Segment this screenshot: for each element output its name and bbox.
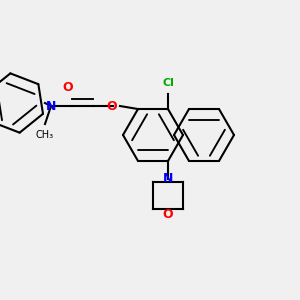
Text: Cl: Cl [162,78,174,88]
Text: O: O [106,100,117,112]
Text: N: N [163,172,173,185]
Text: O: O [62,81,73,94]
Text: CH₃: CH₃ [36,130,54,140]
Text: O: O [163,208,173,221]
Text: N: N [46,100,56,112]
